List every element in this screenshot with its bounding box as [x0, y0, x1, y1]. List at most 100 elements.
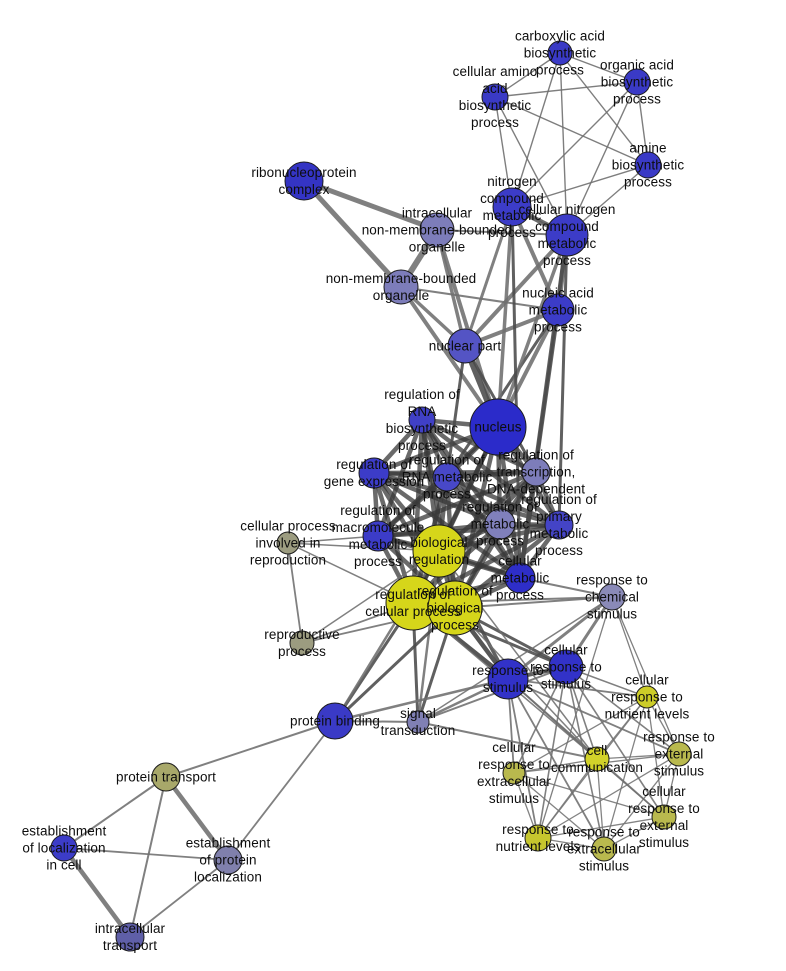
graph-node-regRNAbio[interactable] [408, 406, 436, 434]
graph-edge-proteinTransport--intraTrans[interactable] [129, 776, 167, 938]
graph-edge-cellamino--organic[interactable] [494, 81, 638, 98]
graph-node-ribo[interactable] [284, 161, 324, 201]
graph-edge-proteinTransport--estProtLoc[interactable] [163, 774, 231, 863]
graph-node-nucleus[interactable] [469, 398, 527, 456]
graph-edge-respChem--respNutrient[interactable] [537, 596, 613, 839]
graph-edge-respStim--cellRespExternal[interactable] [507, 678, 665, 818]
graph-edge-respStim--respExternal[interactable] [507, 678, 680, 755]
graph-node-respNutrient[interactable] [524, 824, 552, 852]
graph-edge-cellnitro--cellMet[interactable] [518, 233, 569, 580]
graph-edge-cellnitro--nucleus[interactable] [496, 233, 569, 429]
graph-edge-cellComm--cellRespExtracell[interactable] [513, 758, 598, 774]
graph-edge-amine--nitrogen[interactable] [511, 164, 649, 208]
graph-edge-proteinBinding--proteinTransport[interactable] [165, 720, 336, 778]
graph-edge-nuclearpart--cellnitro[interactable] [463, 233, 569, 348]
graph-node-intraorg[interactable] [419, 212, 455, 248]
graph-edge-nuclearpart--regRNAmet[interactable] [445, 344, 467, 479]
graph-edge-cellRespNutrient--respExtracell[interactable] [603, 696, 648, 850]
graph-edge-nuclearpart--nitrogen[interactable] [463, 205, 514, 348]
graph-edge-carbox--amine[interactable] [559, 52, 649, 166]
graph-node-sigTrans[interactable] [406, 710, 430, 734]
graph-edge-respExternal--respExtracell[interactable] [603, 753, 680, 850]
graph-node-cellRespExtracell[interactable] [502, 761, 526, 785]
graph-edge-respChem--respExternal[interactable] [611, 596, 680, 755]
graph-edge-regGene--regMet[interactable] [371, 470, 503, 527]
graph-node-cellComm[interactable] [584, 746, 610, 772]
graph-edge-respChem--cellRespNutrient[interactable] [611, 596, 648, 698]
graph-node-reproProc[interactable] [289, 630, 315, 656]
graph-edge-respExternal--respNutrient[interactable] [537, 753, 680, 839]
graph-node-intraTrans[interactable] [115, 922, 145, 952]
graph-edge-cellnitro--regPrimary[interactable] [557, 233, 569, 527]
graph-edge-nitrogen--nucleus[interactable] [496, 205, 514, 429]
graph-node-cellRespStim[interactable] [548, 649, 584, 685]
graph-node-nucacid[interactable] [541, 293, 575, 327]
graph-node-regGene[interactable] [358, 457, 390, 489]
graph-node-regTransc[interactable] [521, 457, 551, 487]
graph-edge-cellComm--respExtracell[interactable] [596, 758, 605, 850]
graph-edge-intraTrans--estProtLoc[interactable] [129, 859, 229, 938]
graph-edge-respChem--cellMet[interactable] [519, 577, 613, 598]
graph-edge-cellRespStim--cellRespExtracell[interactable] [513, 666, 567, 774]
graph-edge-cellRespStim--respExternal[interactable] [565, 666, 680, 755]
graph-edge-estLocCell--estProtLoc[interactable] [63, 847, 229, 861]
graph-node-organic[interactable] [623, 68, 651, 96]
graph-edge-carbox--nitrogen[interactable] [511, 52, 561, 208]
graph-node-nuclearpart[interactable] [447, 328, 483, 364]
graph-node-proteinBinding[interactable] [316, 702, 354, 740]
graph-edge-respStim--cellRespNutrient[interactable] [507, 678, 648, 698]
graph-edge-reproProc--bioReg[interactable] [301, 550, 440, 644]
graph-node-cellRespExternal[interactable] [651, 804, 677, 830]
graph-node-cellnitro[interactable] [545, 213, 589, 257]
graph-node-respChem[interactable] [598, 583, 626, 611]
graph-edge-carbox--cellnitro[interactable] [559, 52, 568, 236]
graph-node-regPrimary[interactable] [544, 510, 574, 540]
graph-edge-sigTrans--cellRespStim[interactable] [417, 666, 567, 723]
graph-node-proteinTransport[interactable] [151, 762, 181, 792]
graph-edge-regTransc--regMacro[interactable] [375, 469, 539, 539]
graph-edge-cellRespExtracell--cellRespExternal[interactable] [513, 772, 665, 818]
graph-edge-organic--amine[interactable] [636, 81, 649, 166]
graph-node-estProtLoc[interactable] [213, 845, 243, 875]
graph-node-nitrogen[interactable] [492, 187, 532, 227]
graph-edge-estLocCell--intraTrans[interactable] [61, 845, 133, 940]
graph-node-respStim[interactable] [487, 658, 529, 700]
graph-edge-carbox--organic[interactable] [559, 52, 638, 83]
graph-edge-sigTrans--bioReg[interactable] [416, 549, 441, 724]
graph-node-cellProcRepro[interactable] [276, 531, 300, 555]
graph-edge-respExternal--cellComm[interactable] [596, 753, 680, 760]
graph-node-bioReg[interactable] [412, 524, 466, 578]
graph-node-cellamino[interactable] [481, 83, 509, 111]
graph-node-respExtracell[interactable] [591, 836, 617, 862]
graph-edge-cellRespStim--respNutrient[interactable] [537, 666, 567, 839]
graph-edge-proteinBinding--estProtLoc[interactable] [227, 720, 336, 861]
graph-node-estLocCell[interactable] [50, 834, 78, 862]
graph-edge-proteinBinding--respStim[interactable] [333, 677, 510, 723]
graph-edge-respStim--respNutrient[interactable] [507, 678, 539, 839]
graph-edge-cellProcRepro--reproProc[interactable] [287, 542, 303, 644]
graph-edge-cellRespExternal--respNutrient[interactable] [537, 816, 665, 839]
graph-node-cellMet[interactable] [504, 562, 536, 594]
graph-node-regMet[interactable] [484, 508, 516, 540]
graph-edge-sigTrans--respChem[interactable] [417, 596, 613, 723]
graph-edge-cellamino--amine[interactable] [494, 96, 649, 166]
graph-edge-proteinTransport--estLocCell[interactable] [63, 776, 167, 849]
graph-edge-ribo--nmborg[interactable] [301, 178, 404, 290]
graph-node-cellRespNutrient[interactable] [635, 685, 659, 709]
graph-node-respExternal[interactable] [666, 741, 692, 767]
graph-node-regRNAmet[interactable] [432, 462, 462, 492]
graph-edge-nucacid--regRNAmet[interactable] [445, 308, 560, 479]
graph-edge-nitrogen--cellMet[interactable] [510, 205, 522, 580]
graph-node-amine[interactable] [634, 151, 662, 179]
graph-edge-sigTrans--cellComm[interactable] [417, 721, 598, 760]
graph-edge-organic--cellnitro[interactable] [566, 81, 638, 236]
graph-edge-ribo--intraorg[interactable] [301, 178, 440, 233]
graph-edge-respStim--respExtracell[interactable] [507, 678, 605, 850]
graph-node-regBioProc[interactable] [427, 580, 483, 636]
graph-edge-regRNAmet--regTransc[interactable] [444, 469, 539, 480]
graph-node-regMacro[interactable] [362, 520, 394, 552]
graph-edge-cellRespStim--cellRespExternal[interactable] [565, 666, 665, 818]
graph-node-nmborg[interactable] [383, 269, 419, 305]
graph-node-carbox[interactable] [547, 40, 573, 66]
graph-edge-organic--nitrogen[interactable] [511, 81, 638, 208]
